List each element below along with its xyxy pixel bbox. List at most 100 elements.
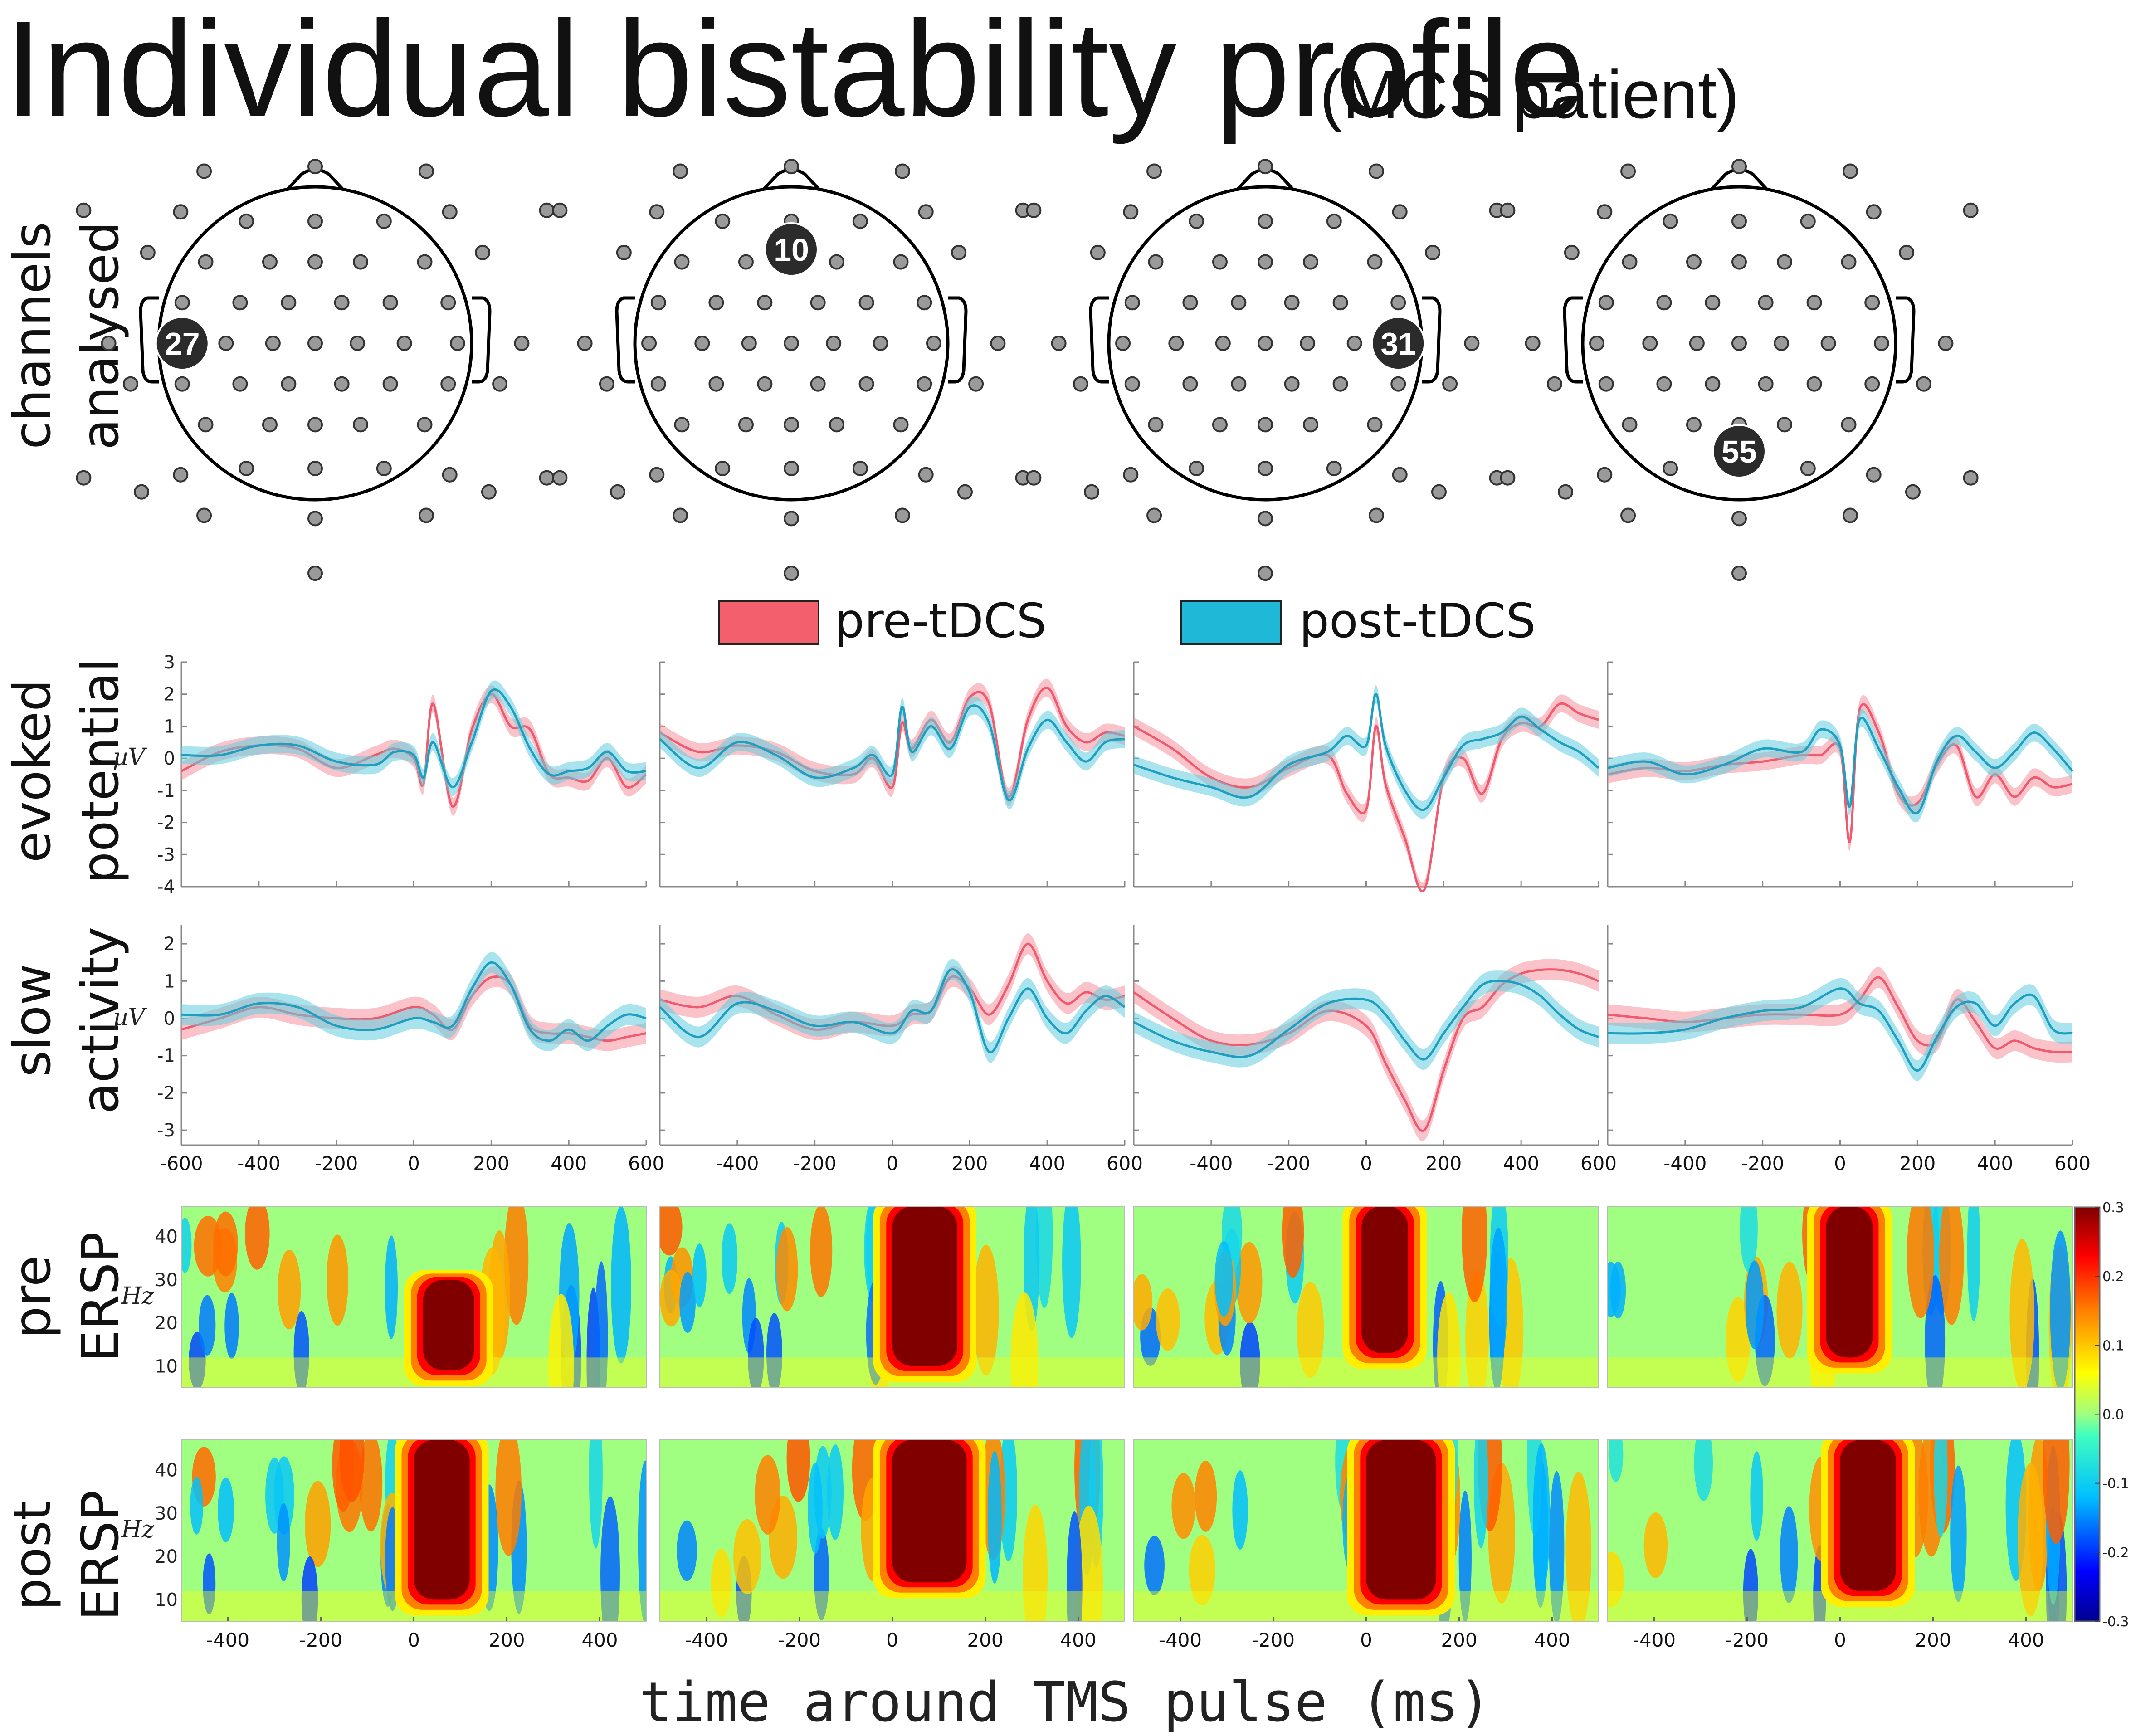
y-unit-label: Hz [121,1516,154,1543]
ersp-blob [504,1206,529,1325]
electrode [1686,417,1702,433]
channel-number-label: 27 [165,326,200,361]
highlighted-electrode [764,222,819,277]
electrode [784,566,799,581]
slow-panel-1: 2 1 0 -1 -2 -3 µV -600 -400 -200 0 200 400 600 [113,925,664,1175]
ersp-blob [1473,1440,1488,1548]
electrode [1963,470,1979,486]
ersp-blob [244,1206,270,1270]
svg-text:pre: pre [3,1255,62,1339]
ersp-blob [786,1440,810,1502]
ersp-blob [359,1440,383,1532]
electrode [1090,244,1106,260]
electrode [307,336,323,351]
y-tick-label: -4 [157,877,175,897]
heatmap-area [181,1206,646,1388]
electrode [1731,254,1747,270]
head-map-1: 27 [76,159,555,581]
electrode [442,204,458,220]
electrode [1346,336,1362,351]
y-tick-label: 30 [155,1270,178,1291]
ersp-hotspot-layer [423,1279,474,1370]
electrode [140,244,156,260]
y-tick-label: 20 [155,1313,178,1334]
ersp-blob [1236,1242,1263,1324]
electrode [173,467,189,483]
ersp-blob [181,1218,192,1273]
y-tick-label: -3 [157,1120,175,1141]
electrode [1597,204,1613,220]
electrode [1800,461,1816,476]
electrode [1774,336,1790,351]
heatmap-area [1134,1440,1599,1621]
electrode [481,484,497,500]
ersp-blob [1189,1535,1215,1605]
colorbar-tick-label: -0.1 [2102,1476,2129,1492]
electrode [1842,507,1858,523]
legend: pre-tDCS post-tDCS [718,593,1536,649]
electrode [307,566,323,581]
electrode [1332,376,1348,392]
electrode [1258,336,1273,351]
left-ear [139,296,159,384]
electrode [134,484,150,500]
x-tick-label: 200 [1915,1629,1951,1651]
x-tick-label: 0 [408,1629,420,1651]
colorbar: 0.3 0.2 0.1 0.0 -0.1 -0.2 -0.3 [2074,1200,2129,1630]
ersp-hotspot-layer [1826,1206,1873,1358]
electrode [281,295,297,311]
electrode [1212,417,1228,433]
electrode [1564,244,1580,260]
electrode [1916,376,1932,392]
electrode [1938,336,1954,351]
electrode [826,336,842,351]
x-axis-label: time around TMS pulse (ms) [639,1671,1491,1734]
slow-activity-row: 2 1 0 -1 -2 -3 µV -600 -400 -200 0 200 400 600 -400 -20… [113,925,2091,1175]
ersp-blob [1608,1262,1621,1317]
ersp-blob [660,1206,683,1256]
electrode [334,295,350,311]
y-tick-label: 30 [155,1503,178,1524]
ersp-hotspot-layer [1361,1206,1408,1353]
electrode [1215,336,1231,351]
ersp-blob [721,1223,738,1294]
electrode [1026,202,1042,218]
ersp-blob [810,1206,833,1297]
electrode [1303,417,1319,433]
electrode [353,254,369,270]
electrode [1777,254,1793,270]
y-tick-label: 0 [164,748,175,769]
electrode [1841,417,1857,433]
electrode [552,470,568,486]
legend-label-pre: pre-tDCS [834,593,1047,649]
heatmap-frame [1607,1206,2073,1388]
colorbar-tick-label: 0.3 [2102,1200,2124,1216]
legend-label-post: post-tDCS [1299,593,1536,649]
highlighted-electrode [1712,424,1766,479]
post-tdcs-line [659,704,1125,801]
electrode [539,470,555,486]
electrode [307,461,323,476]
electrode [829,254,845,270]
electrode [784,461,799,476]
y-tick-label: 3 [164,652,175,673]
electrode [196,163,212,179]
ersp-blob [808,1463,823,1554]
ersp-blob [1023,1504,1048,1621]
ersp-blob [711,1548,732,1618]
electrode [173,204,189,220]
ersp-blob [766,1313,782,1388]
x-tick-label: 400 [1060,1629,1096,1651]
electrode [76,470,92,486]
electrode [1705,376,1721,392]
electrode [674,417,690,433]
electrode [1656,295,1672,311]
svg-text:analysed: analysed [71,221,130,450]
electrode [1705,295,1721,311]
electrode [1841,254,1857,270]
electrode [1656,376,1672,392]
ersp-blob [814,1528,829,1620]
heatmap-area [1608,1206,2072,1388]
ersp-blob [1156,1288,1180,1351]
y-tick-label: -2 [157,813,175,834]
